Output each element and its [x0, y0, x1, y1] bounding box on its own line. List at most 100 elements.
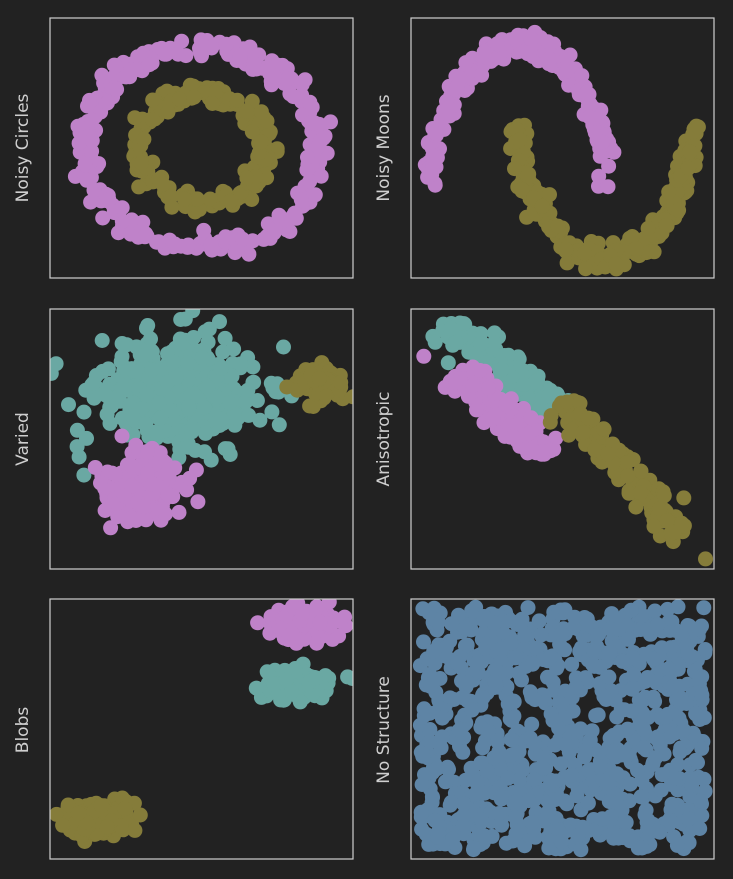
scatter-point: [564, 767, 579, 783]
scatter-point: [215, 344, 231, 360]
scatter-point: [622, 776, 638, 792]
scatter-point: [93, 475, 108, 491]
scatter-point: [526, 771, 542, 787]
scatter-point: [84, 112, 100, 128]
scatter-point: [248, 680, 264, 696]
scatter-point: [101, 192, 117, 208]
scatter-point: [582, 109, 598, 125]
scatter-points: [50, 599, 353, 849]
scatter-point: [233, 356, 249, 372]
scatter-point: [580, 410, 596, 426]
scatter-point-outlier: [698, 551, 713, 567]
scatter-point: [508, 826, 524, 842]
scatter-point: [594, 811, 610, 827]
panel-no-structure: No Structure: [374, 598, 715, 860]
scatter-point: [443, 321, 459, 336]
scatter-point: [249, 393, 265, 408]
scatter-point: [623, 602, 639, 618]
scatter-point: [87, 460, 103, 475]
scatter-point: [313, 168, 329, 184]
scatter-point: [240, 382, 256, 398]
scatter-point: [493, 789, 509, 805]
scatter-point: [618, 455, 634, 471]
scatter-point: [423, 678, 438, 694]
scatter-point: [135, 499, 151, 515]
plot-area-no-structure: [410, 598, 715, 860]
scatter-point: [516, 376, 532, 392]
scatter-point: [490, 733, 506, 749]
scatter-point: [414, 805, 429, 821]
scatter-point: [542, 414, 558, 430]
scatter-point: [587, 125, 603, 141]
scatter-point: [132, 807, 148, 823]
scatter-point: [600, 446, 616, 462]
scatter-point: [127, 822, 143, 838]
scatter-point: [440, 355, 456, 371]
scatter-point: [667, 770, 683, 786]
scatter-point: [568, 679, 584, 695]
scatter-point: [634, 840, 650, 856]
scatter-point: [136, 348, 152, 364]
scatter-point: [661, 184, 677, 200]
scatter-point: [440, 100, 456, 116]
scatter-point: [647, 603, 663, 619]
scatter-point: [127, 110, 143, 126]
scatter-point: [235, 231, 251, 247]
scatter-point: [460, 675, 476, 691]
scatter-point: [305, 399, 321, 414]
scatter-point: [416, 701, 432, 717]
scatter-point: [450, 655, 466, 671]
scatter-point: [276, 339, 291, 355]
scatter-point: [271, 207, 287, 223]
scatter-point: [429, 761, 445, 777]
scatter-point: [438, 639, 454, 655]
scatter-point: [469, 402, 484, 418]
scatter-point: [430, 825, 446, 841]
scatter-point: [229, 92, 245, 108]
scatter-point: [676, 722, 692, 738]
scatter-point: [114, 200, 130, 216]
scatter-point: [570, 828, 586, 844]
ylabel-noisy-moons: Noisy Moons: [374, 94, 394, 201]
scatter-point: [100, 361, 116, 377]
series-2: [279, 355, 353, 414]
scatter-point: [93, 798, 109, 814]
scatter-point: [559, 255, 575, 271]
scatter-point: [55, 817, 71, 833]
scatter-point: [517, 627, 533, 643]
scatter-point: [514, 672, 529, 688]
scatter-point: [425, 157, 441, 173]
scatter-point: [470, 654, 486, 670]
scatter-point: [299, 162, 315, 178]
scatter-point: [621, 485, 637, 501]
scatter-point: [204, 242, 220, 258]
scatter-point: [145, 92, 161, 108]
scatter-point: [626, 667, 642, 683]
scatter-point: [586, 643, 602, 659]
scatter-point: [618, 814, 634, 830]
scatter-point: [167, 236, 183, 252]
scatter-point: [550, 822, 566, 837]
ylabel-noisy-circles: Noisy Circles: [13, 93, 33, 202]
scatter-point: [448, 334, 464, 350]
scatter-point: [658, 217, 674, 233]
scatter-point: [491, 806, 507, 821]
scatter-point: [652, 501, 668, 517]
scatter-point: [212, 314, 227, 330]
panel-blobs: Blobs: [13, 598, 354, 860]
scatter-point: [109, 81, 125, 97]
scatter-point: [171, 504, 187, 520]
scatter-point: [633, 485, 649, 501]
scatter-point: [578, 261, 594, 277]
scatter-point: [621, 631, 636, 647]
scatter-point: [506, 708, 522, 724]
scatter-point: [284, 626, 300, 642]
scatter-point: [76, 467, 92, 483]
scatter-point: [108, 59, 124, 75]
scatter-point: [84, 133, 100, 149]
scatter-point: [551, 720, 567, 736]
scatter-point: [508, 32, 524, 48]
panel-anisotropic: Anisotropic: [374, 308, 715, 570]
scatter-point: [222, 395, 238, 411]
series-3: [50, 790, 148, 849]
